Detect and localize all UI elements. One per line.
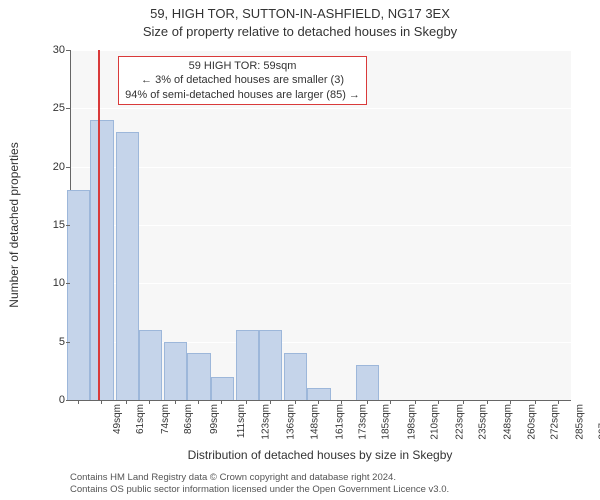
bar [211,377,234,400]
xtick-label: 260sqm [526,404,537,440]
x-axis-label: Distribution of detached houses by size … [188,448,453,462]
xtick-label: 86sqm [183,404,194,434]
bar [307,388,330,400]
xtick-mark [295,400,296,404]
xtick-mark [390,400,391,404]
ytick-mark [66,167,70,168]
bar [259,330,282,400]
annotation-line1: 59 HIGH TOR: 59sqm [125,59,360,73]
xtick-label: 61sqm [135,404,146,434]
xtick-mark [101,400,102,404]
xtick-mark [198,400,199,404]
ytick-mark [66,50,70,51]
ytick-label: 0 [59,394,65,406]
xtick-label: 49sqm [112,404,123,434]
ytick-mark [66,225,70,226]
xtick-label: 111sqm [236,404,247,438]
ytick-mark [66,108,70,109]
xtick-mark [78,400,79,404]
gridline [71,225,571,226]
xtick-mark [270,400,271,404]
annotation-box: 59 HIGH TOR: 59sqm← 3% of detached house… [118,56,367,105]
xtick-label: 136sqm [286,404,297,440]
xtick-mark [487,400,488,404]
title-line1: 59, HIGH TOR, SUTTON-IN-ASHFIELD, NG17 3… [0,6,600,21]
gridline [71,167,571,168]
xtick-mark [415,400,416,404]
xtick-label: 185sqm [381,404,392,440]
ytick-label: 25 [53,102,65,114]
xtick-mark [126,400,127,404]
credits-line1: Contains HM Land Registry data © Crown c… [70,472,449,484]
xtick-label: 148sqm [309,404,320,440]
xtick-label: 272sqm [550,404,561,440]
ytick-label: 10 [53,277,65,289]
title-line2: Size of property relative to detached ho… [0,24,600,39]
xtick-mark [438,400,439,404]
xtick-mark [175,400,176,404]
ytick-mark [66,342,70,343]
xtick-mark [341,400,342,404]
ytick-label: 20 [53,161,65,173]
bar [90,120,113,400]
xtick-mark [510,400,511,404]
xtick-label: 285sqm [575,404,586,440]
xtick-label: 173sqm [358,404,369,440]
credits-line2: Contains OS public sector information li… [70,484,449,496]
bar [187,353,210,400]
annotation-line3: 94% of semi-detached houses are larger (… [125,88,360,102]
xtick-mark [367,400,368,404]
bar [356,365,379,400]
bar [284,353,307,400]
xtick-mark [463,400,464,404]
xtick-label: 248sqm [503,404,514,440]
credits-text: Contains HM Land Registry data © Crown c… [70,472,449,496]
xtick-label: 235sqm [478,404,489,440]
bar [67,190,90,400]
xtick-mark [246,400,247,404]
gridline [71,50,571,51]
ytick-label: 30 [53,44,65,56]
xtick-label: 123sqm [261,404,272,440]
xtick-label: 74sqm [160,404,171,434]
chart-plot-area: 59 HIGH TOR: 59sqm← 3% of detached house… [70,50,571,401]
bar [116,132,139,400]
xtick-mark [558,400,559,404]
xtick-label: 198sqm [406,404,417,440]
ytick-label: 15 [53,219,65,231]
bar [139,330,162,400]
ytick-mark [66,283,70,284]
gridline [71,108,571,109]
xtick-mark [221,400,222,404]
marker-line [98,50,100,400]
annotation-line2: ← 3% of detached houses are smaller (3) [125,73,360,87]
bar [236,330,259,400]
bar [164,342,187,400]
xtick-label: 223sqm [455,404,466,440]
xtick-label: 99sqm [209,404,220,434]
xtick-mark [535,400,536,404]
xtick-mark [318,400,319,404]
xtick-label: 210sqm [429,404,440,440]
gridline [71,283,571,284]
ytick-label: 5 [59,336,65,348]
xtick-mark [149,400,150,404]
ytick-mark [66,400,70,401]
y-axis-label: Number of detached properties [7,142,21,307]
xtick-label: 161sqm [334,404,345,440]
